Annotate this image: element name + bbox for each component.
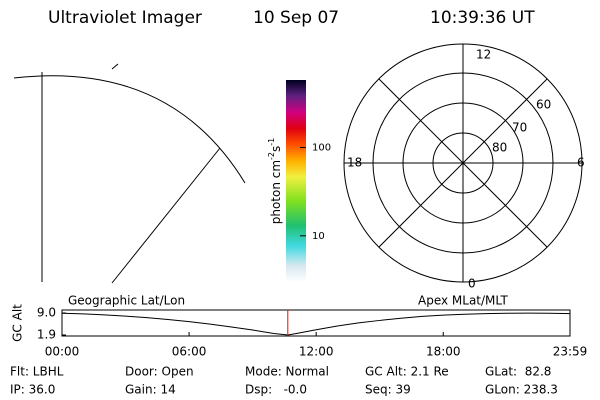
- lat-label: 80: [492, 141, 507, 155]
- y-axis-label: GC Alt: [11, 304, 25, 342]
- y-tick-label: 1.9: [37, 328, 56, 342]
- map-panel: [13, 63, 246, 284]
- altitude-line: [61, 312, 571, 336]
- polar-grid: [343, 43, 583, 283]
- x-tick-label: 23:59: [553, 345, 588, 359]
- status-field: GC Alt: 2.1 Re: [365, 365, 449, 379]
- y-tick-label: 9.0: [37, 306, 56, 320]
- colorbar: [286, 80, 306, 282]
- time: 10:39:36 UT: [430, 8, 535, 28]
- status-field: Gain: 14: [125, 383, 176, 397]
- lat-label: 60: [536, 98, 551, 112]
- x-tick-label: 12:00: [299, 345, 334, 359]
- title: Ultraviolet Imager: [48, 8, 202, 28]
- date: 10 Sep 07: [253, 8, 339, 28]
- status-field: Mode: Normal: [245, 365, 329, 379]
- status-field: IP: 36.0: [10, 383, 55, 397]
- hour-label: 12: [476, 48, 491, 62]
- status-field: Flt: LBHL: [10, 365, 64, 379]
- plot-label: Apex MLat/MLT: [418, 294, 508, 308]
- plot-label: Geographic Lat/Lon: [68, 294, 185, 308]
- colorbar-label: photon cm-2s-1: [267, 138, 283, 225]
- lat-label: 70: [512, 121, 527, 135]
- status-field: GLat: 82.8: [485, 365, 551, 379]
- status-field: Seq: 39: [365, 383, 411, 397]
- tick-label: 10: [312, 231, 325, 242]
- dynamic: 10 100 9.0 1.9 00:00 06:00 12:00 18:00 23:59 Flt:…: [10, 142, 587, 396]
- hour-label: 6: [577, 156, 585, 170]
- x-tick-label: 00:00: [45, 345, 80, 359]
- status-field: Dsp: -0.0: [245, 383, 307, 397]
- status-field: GLon: 238.3: [485, 383, 558, 397]
- tick-label: 100: [312, 142, 331, 153]
- status-field: Door: Open: [125, 365, 194, 379]
- hour-label: 18: [347, 156, 362, 170]
- x-tick-label: 06:00: [172, 345, 207, 359]
- x-tick-label: 18:00: [426, 345, 461, 359]
- hour-label: 0: [468, 277, 476, 291]
